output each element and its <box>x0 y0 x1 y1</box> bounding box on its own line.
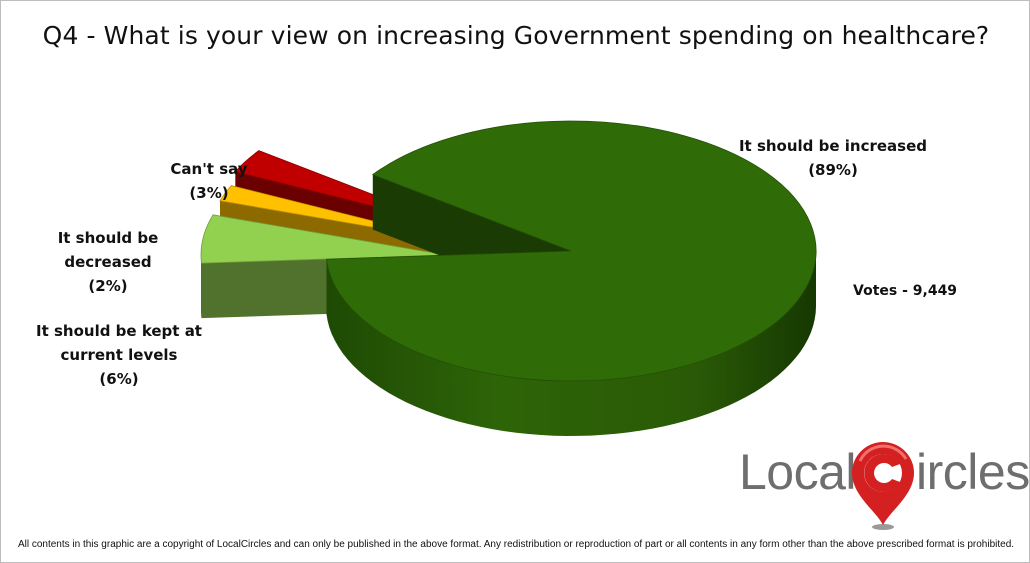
pie-slice-top-it-should-be-kept-at-current-levels <box>200 214 447 264</box>
chart-title: Q4 - What is your view on increasing Gov… <box>42 21 990 50</box>
label-increased-pct: (89%) <box>808 161 858 179</box>
location-pin-icon <box>852 441 914 530</box>
votes-count: Votes - 9,449 <box>853 283 958 299</box>
label-decreased-line2: decreased <box>64 253 152 271</box>
label-cantsay-name: Can't say <box>170 160 248 178</box>
label-kept-pct: (6%) <box>99 370 139 388</box>
label-kept: It should be kept at current levels (6%) <box>21 319 217 391</box>
label-decreased-pct: (2%) <box>88 277 128 295</box>
logo-text-local: Local <box>739 444 857 500</box>
label-kept-line1: It should be kept at <box>36 322 202 340</box>
label-decreased: It should be decreased (2%) <box>43 226 173 298</box>
logo-text-ircles: ircles <box>916 444 1030 500</box>
label-cantsay: Can't say (3%) <box>159 157 259 205</box>
label-increased: It should be increased (89%) <box>725 134 941 182</box>
pie-slice-top-it-should-be-increased <box>326 120 817 382</box>
copyright-footer: All contents in this graphic are a copyr… <box>17 539 1015 550</box>
label-increased-name: It should be increased <box>738 137 928 155</box>
label-cantsay-pct: (3%) <box>189 184 229 202</box>
label-kept-line2: current levels <box>60 346 178 364</box>
pie-slice-it-should-be-increased <box>326 120 817 436</box>
label-decreased-line1: It should be <box>57 229 159 247</box>
localcircles-logo: Local ircles <box>739 431 1029 536</box>
